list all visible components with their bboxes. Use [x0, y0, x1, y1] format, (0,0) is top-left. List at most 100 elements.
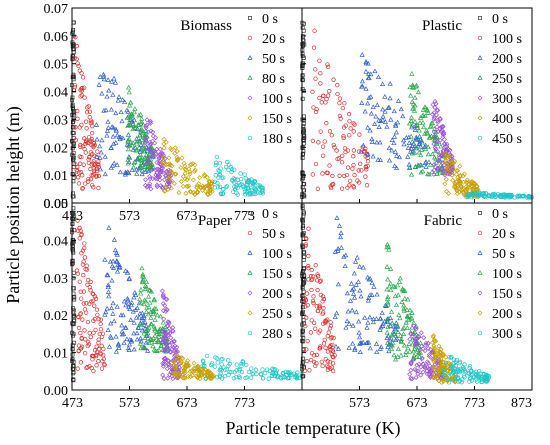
data-point: [420, 369, 426, 375]
data-point: [343, 324, 349, 330]
data-point: [138, 127, 144, 132]
data-point: [82, 85, 87, 90]
data-point: [136, 165, 142, 171]
data-point: [161, 136, 167, 142]
data-point: [126, 341, 133, 347]
data-point: [159, 328, 165, 334]
data-point: [70, 56, 75, 61]
data-point: [342, 263, 348, 269]
data-point: [86, 342, 92, 347]
data-point: [408, 367, 414, 373]
data-point: [125, 300, 132, 306]
data-point: [423, 164, 429, 169]
scatter-points: [70, 20, 266, 199]
data-point: [416, 334, 422, 340]
data-point: [96, 159, 101, 164]
data-point: [474, 184, 480, 190]
data-point: [111, 160, 117, 166]
data-point: [316, 330, 321, 335]
data-point: [215, 180, 220, 186]
data-point: [82, 245, 87, 251]
data-point: [98, 317, 104, 322]
data-point: [157, 170, 163, 175]
data-point: [139, 162, 145, 168]
data-point: [85, 140, 90, 146]
data-point: [150, 335, 157, 340]
data-point: [162, 302, 168, 308]
data-point: [331, 335, 336, 341]
data-point: [79, 93, 85, 98]
data-point: [185, 174, 191, 180]
data-point: [356, 168, 361, 173]
data-point: [147, 120, 153, 126]
data-point: [193, 365, 199, 371]
data-point: [385, 276, 391, 282]
data-point: [175, 156, 181, 162]
legend-label: 150 s: [262, 267, 292, 282]
data-point: [418, 169, 424, 175]
data-point: [399, 299, 405, 304]
data-point: [424, 106, 430, 112]
data-point: [180, 372, 186, 378]
data-point: [335, 281, 341, 287]
data-point: [389, 342, 395, 348]
data-point: [145, 158, 151, 164]
data-point: [428, 369, 434, 375]
data-point: [162, 355, 168, 361]
data-point: [97, 155, 103, 160]
data-point: [159, 169, 165, 175]
data-point: [349, 287, 355, 293]
data-point: [445, 166, 451, 172]
panel-title: Plastic: [422, 18, 462, 34]
data-point: [115, 341, 122, 346]
data-point: [252, 186, 257, 191]
data-point: [377, 327, 383, 332]
data-point: [167, 330, 173, 336]
data-point: [324, 121, 329, 126]
data-point: [88, 177, 94, 182]
data-point: [466, 192, 472, 197]
data-point: [412, 325, 418, 331]
data-point: [102, 256, 108, 262]
data-point: [145, 330, 151, 336]
data-point: [352, 345, 358, 351]
data-point: [117, 169, 123, 175]
data-point: [122, 268, 129, 273]
data-point: [435, 118, 441, 124]
data-point: [300, 96, 305, 101]
data-point: [79, 232, 84, 237]
data-point: [80, 75, 86, 80]
data-point: [433, 338, 439, 344]
data-point: [418, 372, 424, 378]
data-point: [431, 171, 437, 177]
data-point: [79, 296, 84, 301]
data-point: [205, 372, 211, 378]
data-point: [432, 164, 438, 170]
data-point: [147, 142, 153, 148]
data-point: [412, 329, 418, 335]
x-tick-label: 773: [234, 396, 255, 411]
data-point: [385, 319, 391, 325]
data-point: [161, 160, 167, 166]
data-point: [144, 135, 150, 141]
scatter-points: [70, 206, 305, 383]
panel-title: Fabric: [424, 213, 463, 229]
data-point: [172, 171, 178, 177]
data-point: [138, 120, 144, 126]
data-point: [72, 340, 77, 345]
data-point: [85, 105, 90, 110]
data-point: [352, 172, 357, 178]
x-tick-label: 573: [119, 396, 140, 411]
data-point: [347, 133, 352, 138]
data-point: [350, 166, 355, 171]
data-point: [509, 193, 514, 198]
data-point: [422, 363, 428, 369]
data-point: [148, 156, 154, 162]
data-point: [102, 153, 108, 159]
data-point: [142, 286, 148, 291]
data-point: [74, 43, 79, 49]
data-point: [139, 265, 145, 271]
data-point: [311, 320, 317, 326]
data-point: [330, 361, 336, 366]
data-point: [313, 326, 318, 331]
